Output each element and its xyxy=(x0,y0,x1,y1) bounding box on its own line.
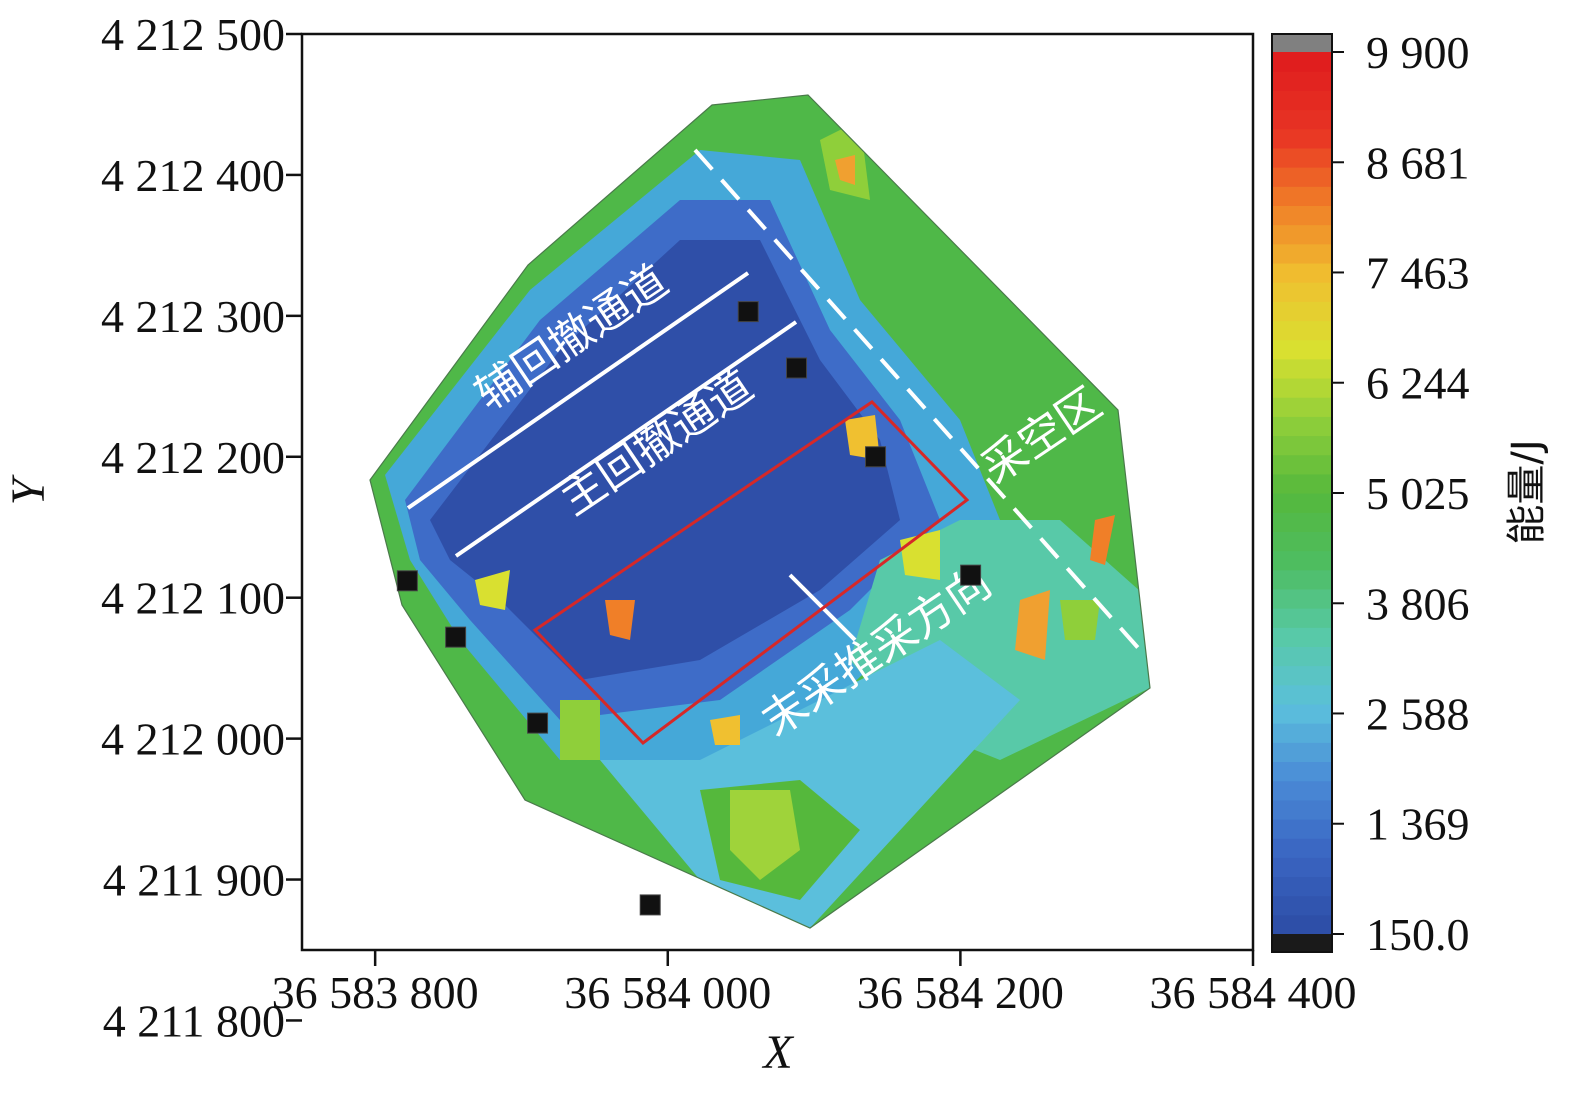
station-marker xyxy=(527,712,549,734)
colorbar-band xyxy=(1272,608,1332,628)
station-markers xyxy=(396,301,982,916)
colorbar-band xyxy=(1272,109,1332,130)
colorbar-tick-label: 8 681 xyxy=(1366,137,1470,188)
colorbar-tick-label: 6 244 xyxy=(1366,358,1470,409)
colorbar-underflow xyxy=(1272,934,1332,952)
colorbar-band xyxy=(1272,377,1332,398)
y-tick-label: 4 212 300 xyxy=(101,291,285,342)
station-marker xyxy=(865,446,887,468)
colorbar-band xyxy=(1272,339,1332,360)
station-marker xyxy=(396,570,418,592)
station-marker xyxy=(960,564,982,586)
colorbar-overflow xyxy=(1272,34,1332,52)
colorbar-band xyxy=(1272,416,1332,437)
colorbar-band xyxy=(1272,167,1332,187)
colorbar-tick-label: 5 025 xyxy=(1366,468,1470,519)
colorbar-band xyxy=(1272,838,1332,858)
station-marker xyxy=(737,301,759,323)
colorbar-band xyxy=(1272,588,1332,609)
main-roadway-line xyxy=(454,320,798,558)
colorbar-band xyxy=(1272,703,1332,724)
x-tick-label: 36 584 000 xyxy=(564,967,771,1018)
colorbar-band xyxy=(1272,454,1332,475)
colorbar-band xyxy=(1272,262,1332,283)
y-tick-label: 4 212 100 xyxy=(101,573,285,624)
auxiliary-roadway-line xyxy=(406,271,750,510)
colorbar-band xyxy=(1272,857,1332,878)
y-axis: 4 212 500 4 212 400 4 212 300 4 212 200 4 21… xyxy=(101,9,302,1046)
colorbar-band xyxy=(1272,742,1332,763)
colorbar-band xyxy=(1272,550,1332,571)
colorbar-band xyxy=(1272,665,1332,686)
colorbar-band xyxy=(1272,493,1332,513)
x-tick-label: 36 584 400 xyxy=(1150,967,1357,1018)
station-marker xyxy=(786,357,808,379)
station-marker xyxy=(445,626,467,648)
gob-boundary-dashed-line xyxy=(693,148,1142,652)
y-tick-label: 4 212 500 xyxy=(101,9,285,60)
colorbar-band xyxy=(1272,914,1332,935)
colorbar-band xyxy=(1272,320,1332,341)
colorbar-bands xyxy=(1272,34,1332,952)
colorbar-band xyxy=(1272,71,1332,91)
y-tick-label: 4 211 900 xyxy=(103,855,285,906)
colorbar-band xyxy=(1272,90,1332,111)
colorbar-tick-label: 2 588 xyxy=(1366,688,1470,739)
colorbar-band xyxy=(1272,186,1332,206)
colorbar-band xyxy=(1272,780,1332,801)
x-axis: 36 583 800 36 584 000 36 584 200 36 584 400 xyxy=(272,950,1357,1018)
colorbar-band xyxy=(1272,799,1332,820)
colorbar-band xyxy=(1272,282,1332,302)
colorbar-band xyxy=(1272,224,1332,245)
y-tick-label: 4 212 000 xyxy=(101,714,285,765)
x-tick-label: 36 584 200 xyxy=(857,967,1064,1018)
colorbar-ticks: 9 900 8 681 7 463 6 244 5 025 3 806 2 588 1 369… xyxy=(1332,27,1470,960)
colorbar-band xyxy=(1272,684,1332,705)
colorbar-band xyxy=(1272,627,1332,647)
y-axis-title: Y xyxy=(2,474,55,505)
y-tick-label: 4 212 200 xyxy=(101,432,285,483)
colorbar-tick-label: 9 900 xyxy=(1366,27,1470,78)
colorbar-tick-label: 150.0 xyxy=(1366,909,1470,960)
colorbar-label: 能量/J xyxy=(1504,439,1550,544)
colorbar-band xyxy=(1272,531,1332,552)
colorbar-band xyxy=(1272,569,1332,590)
colorbar-tick-label: 1 369 xyxy=(1366,799,1470,850)
colorbar: 9 900 8 681 7 463 6 244 5 025 3 806 2 588 1 369… xyxy=(1271,27,1550,960)
colorbar-band xyxy=(1272,128,1332,149)
y-tick-label: 4 211 800 xyxy=(103,995,285,1046)
working-face-outline xyxy=(532,400,970,745)
colorbar-band xyxy=(1272,723,1332,743)
colorbar-band xyxy=(1272,646,1332,667)
colorbar-band xyxy=(1272,895,1332,916)
colorbar-band xyxy=(1272,358,1332,379)
colorbar-band xyxy=(1272,52,1332,72)
x-tick-label: 36 583 800 xyxy=(272,967,479,1018)
colorbar-band xyxy=(1272,761,1332,782)
colorbar-band xyxy=(1272,876,1332,897)
colorbar-band xyxy=(1272,147,1332,168)
colorbar-band xyxy=(1272,397,1332,417)
colorbar-band xyxy=(1272,435,1332,456)
colorbar-band xyxy=(1272,818,1332,839)
station-marker xyxy=(639,894,661,916)
colorbar-band xyxy=(1272,473,1332,494)
colorbar-tick-label: 7 463 xyxy=(1366,247,1470,298)
colorbar-band xyxy=(1272,512,1332,532)
colorbar-tick-label: 3 806 xyxy=(1366,578,1470,629)
colorbar-band xyxy=(1272,243,1332,264)
colorbar-band xyxy=(1272,205,1332,226)
x-axis-title: X xyxy=(761,1026,794,1079)
colorbar-band xyxy=(1272,301,1332,322)
y-tick-label: 4 212 400 xyxy=(101,150,285,201)
